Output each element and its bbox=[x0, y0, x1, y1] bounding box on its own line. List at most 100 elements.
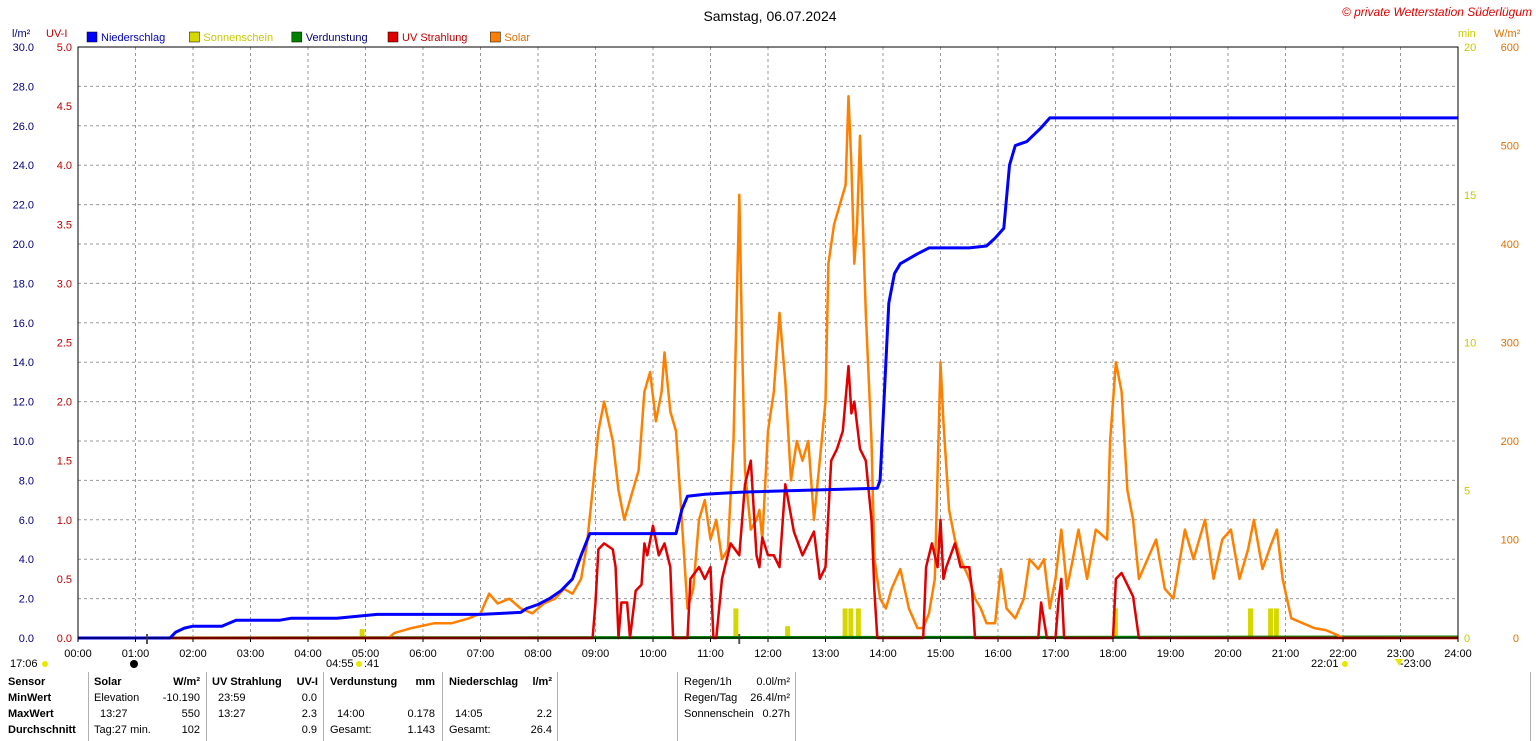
maxwert-label: MaxWert bbox=[8, 708, 54, 720]
left2-tick-label: 0.5 bbox=[57, 574, 72, 586]
x-tick-label: 07:00 bbox=[467, 648, 495, 660]
left2-tick-label: 2.0 bbox=[57, 397, 72, 409]
uv-min-time: 23:59 bbox=[218, 692, 246, 704]
left1-tick-label: 16.0 bbox=[13, 318, 34, 330]
x-tick-label: 15:00 bbox=[927, 648, 955, 660]
right1-unit: min bbox=[1458, 28, 1476, 40]
x-tick-label: 24:00 bbox=[1444, 648, 1472, 660]
solar-avg-label: Tag:27 min. bbox=[94, 724, 151, 736]
x-tick-label: 09:00 bbox=[582, 648, 610, 660]
legend-label: Solar bbox=[504, 32, 530, 44]
table-divider bbox=[206, 672, 207, 741]
right1-tick-label: 10 bbox=[1464, 338, 1476, 350]
right1-tick-label: 15 bbox=[1464, 190, 1476, 202]
chart-legend: Niederschlag Sonnenschein Verdunstung UV St… bbox=[86, 31, 530, 44]
sonnenschein-bar bbox=[1248, 608, 1253, 638]
uv-max-value: 2.3 bbox=[301, 708, 317, 720]
legend-swatch bbox=[189, 31, 200, 43]
left2-tick-label: 3.0 bbox=[57, 278, 72, 290]
legend-swatch bbox=[86, 31, 98, 43]
legend-swatch bbox=[387, 31, 399, 43]
x-tick-label: 08:00 bbox=[524, 648, 552, 660]
left1-tick-label: 24.0 bbox=[13, 160, 34, 172]
summary-label: Regen/1h bbox=[684, 676, 732, 688]
niederschlag-max-time: 14:05 bbox=[455, 708, 483, 720]
solar-max-value: 550 bbox=[181, 708, 200, 720]
right2-tick-label: 200 bbox=[1501, 436, 1519, 448]
chart-series bbox=[77, 95, 1459, 640]
durchschnitt-label: Durchschnitt bbox=[8, 724, 76, 736]
left2-tick-label: 1.5 bbox=[57, 456, 72, 468]
table-divider bbox=[442, 672, 443, 741]
x-tick-label: 00:00 bbox=[64, 648, 92, 660]
x-tick-label: 11:00 bbox=[697, 648, 724, 660]
right2-tick-label: 500 bbox=[1501, 141, 1519, 153]
left2-tick-label: 1.0 bbox=[57, 515, 72, 527]
x-tick-label: 10:00 bbox=[639, 648, 667, 660]
verdunstung-max-time: 14:00 bbox=[337, 708, 365, 720]
x-tick-label: 17:00 bbox=[1042, 648, 1070, 660]
uv-max-time: 13:27 bbox=[218, 708, 246, 720]
left1-tick-label: 20.0 bbox=[13, 239, 34, 251]
x-tick-label: 22:00 bbox=[1329, 648, 1357, 660]
left1-tick-label: 6.0 bbox=[19, 515, 34, 527]
left1-tick-label: 2.0 bbox=[19, 594, 34, 606]
sunrise-icon bbox=[356, 661, 362, 667]
uv-min-value: 0.0 bbox=[301, 692, 317, 704]
right1-tick-label: 20 bbox=[1464, 42, 1476, 54]
left1-tick-label: 10.0 bbox=[13, 436, 34, 448]
left1-tick-label: 14.0 bbox=[13, 357, 34, 369]
x-tick-label: 06:00 bbox=[409, 648, 437, 660]
summary-label: Regen/Tag bbox=[684, 692, 738, 704]
left2-tick-label: 3.5 bbox=[57, 219, 72, 231]
niederschlag-total-value: 26.4 bbox=[530, 724, 552, 736]
sun-marks: 17:06 04:55 :41 22:01 -23:00 bbox=[10, 658, 1431, 670]
chart-grid bbox=[78, 47, 1458, 638]
niederschlag-unit: l/m² bbox=[532, 676, 552, 688]
legend-swatch bbox=[490, 31, 501, 43]
left2-tick-label: 4.5 bbox=[57, 101, 72, 113]
sunset-icon bbox=[1342, 661, 1348, 667]
solar-min-label: Elevation bbox=[94, 692, 140, 704]
left2-tick-label: 5.0 bbox=[57, 42, 72, 54]
uv-header: UV Strahlung bbox=[212, 676, 282, 688]
solar-avg-value: 102 bbox=[181, 724, 200, 736]
niederschlag-total-label: Gesamt: bbox=[449, 724, 491, 736]
x-tick-label: 16:00 bbox=[984, 648, 1012, 660]
left1-tick-label: 28.0 bbox=[13, 81, 34, 93]
left1-tick-label: 12.0 bbox=[13, 397, 34, 409]
uv-unit: UV-I bbox=[296, 676, 318, 688]
summary-value: 0.27h bbox=[762, 708, 790, 720]
plot-frame bbox=[77, 46, 1459, 639]
summary-value: 0.0l/m² bbox=[756, 676, 790, 688]
left2-tick-label: 4.0 bbox=[57, 160, 72, 172]
sonnenschein-bar bbox=[848, 608, 854, 638]
x-tick-label: 02:00 bbox=[179, 648, 207, 660]
x-tick-label: 21:00 bbox=[1272, 648, 1300, 660]
x-tick-label: 12:00 bbox=[754, 648, 782, 660]
x-tick-label: 01:00 bbox=[122, 648, 150, 660]
left1-tick-label: 4.0 bbox=[19, 554, 34, 566]
right1-tick-label: 5 bbox=[1464, 485, 1470, 497]
left1-tick-label: 18.0 bbox=[13, 278, 34, 290]
right2-tick-label: 400 bbox=[1501, 239, 1519, 251]
niederschlag-max-value: 2.2 bbox=[536, 708, 552, 720]
x-tick-label: 14:00 bbox=[869, 648, 897, 660]
x-tick-label: 20:00 bbox=[1214, 648, 1242, 660]
table-divider bbox=[1530, 672, 1531, 741]
left1-tick-label: 0.0 bbox=[19, 633, 34, 645]
chart-title: Samstag, 06.07.2024 bbox=[703, 8, 836, 24]
x-tick-label: 23:00 bbox=[1387, 648, 1415, 660]
legend-swatch bbox=[291, 31, 303, 43]
uv-strahlung-line bbox=[78, 364, 1458, 640]
sonnenschein-bar bbox=[855, 608, 861, 638]
sonnenschein-bar bbox=[1112, 608, 1118, 638]
verdunstung-total-label: Gesamt: bbox=[330, 724, 372, 736]
table-divider bbox=[677, 672, 678, 741]
sensor-header: Sensor bbox=[8, 676, 46, 688]
sun-right-time: -23:00 bbox=[1400, 658, 1431, 670]
solar-max-time: 13:27 bbox=[100, 708, 128, 720]
sonnenschein-bar bbox=[1273, 608, 1279, 638]
left1-tick-label: 26.0 bbox=[13, 121, 34, 133]
axis-labels: 0.0 2.0 4.0 6.0 8.0 10.0 12.0 14.0 16.0 18.0 20.0 2… bbox=[13, 42, 1519, 660]
